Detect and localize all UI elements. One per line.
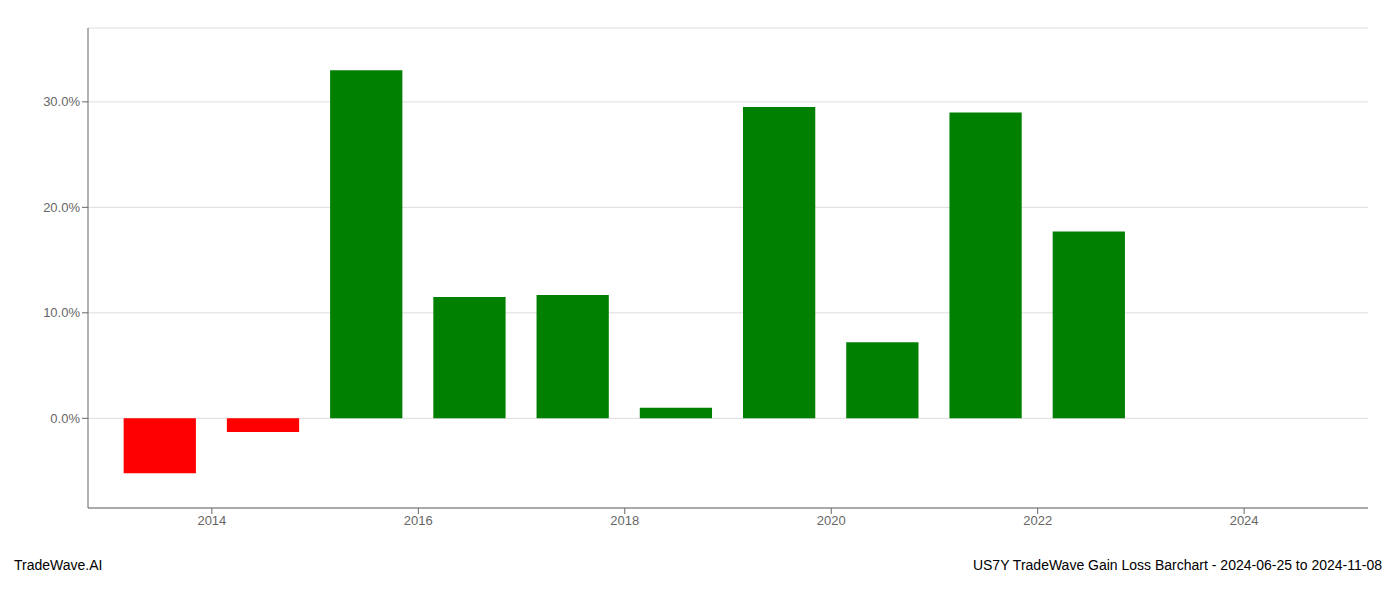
- svg-text:2014: 2014: [197, 513, 226, 528]
- svg-text:10.0%: 10.0%: [43, 305, 80, 320]
- html-text:TradeWave.AI: TradeWave.AI: [14, 557, 103, 573]
- svg-text:2024: 2024: [1230, 513, 1259, 528]
- svg-text:20.0%: 20.0%: [43, 200, 80, 215]
- svg-text:2018: 2018: [610, 513, 639, 528]
- svg-text:30.0%: 30.0%: [43, 94, 80, 109]
- svg-text:2022: 2022: [1023, 513, 1052, 528]
- svg-text:2020: 2020: [817, 513, 846, 528]
- svg-text:0.0%: 0.0%: [50, 411, 80, 426]
- svg-text:2016: 2016: [404, 513, 433, 528]
- html-text:US7Y TradeWave Gain Loss Barch: US7Y TradeWave Gain Loss Barchart - 2024…: [972, 557, 1382, 573]
